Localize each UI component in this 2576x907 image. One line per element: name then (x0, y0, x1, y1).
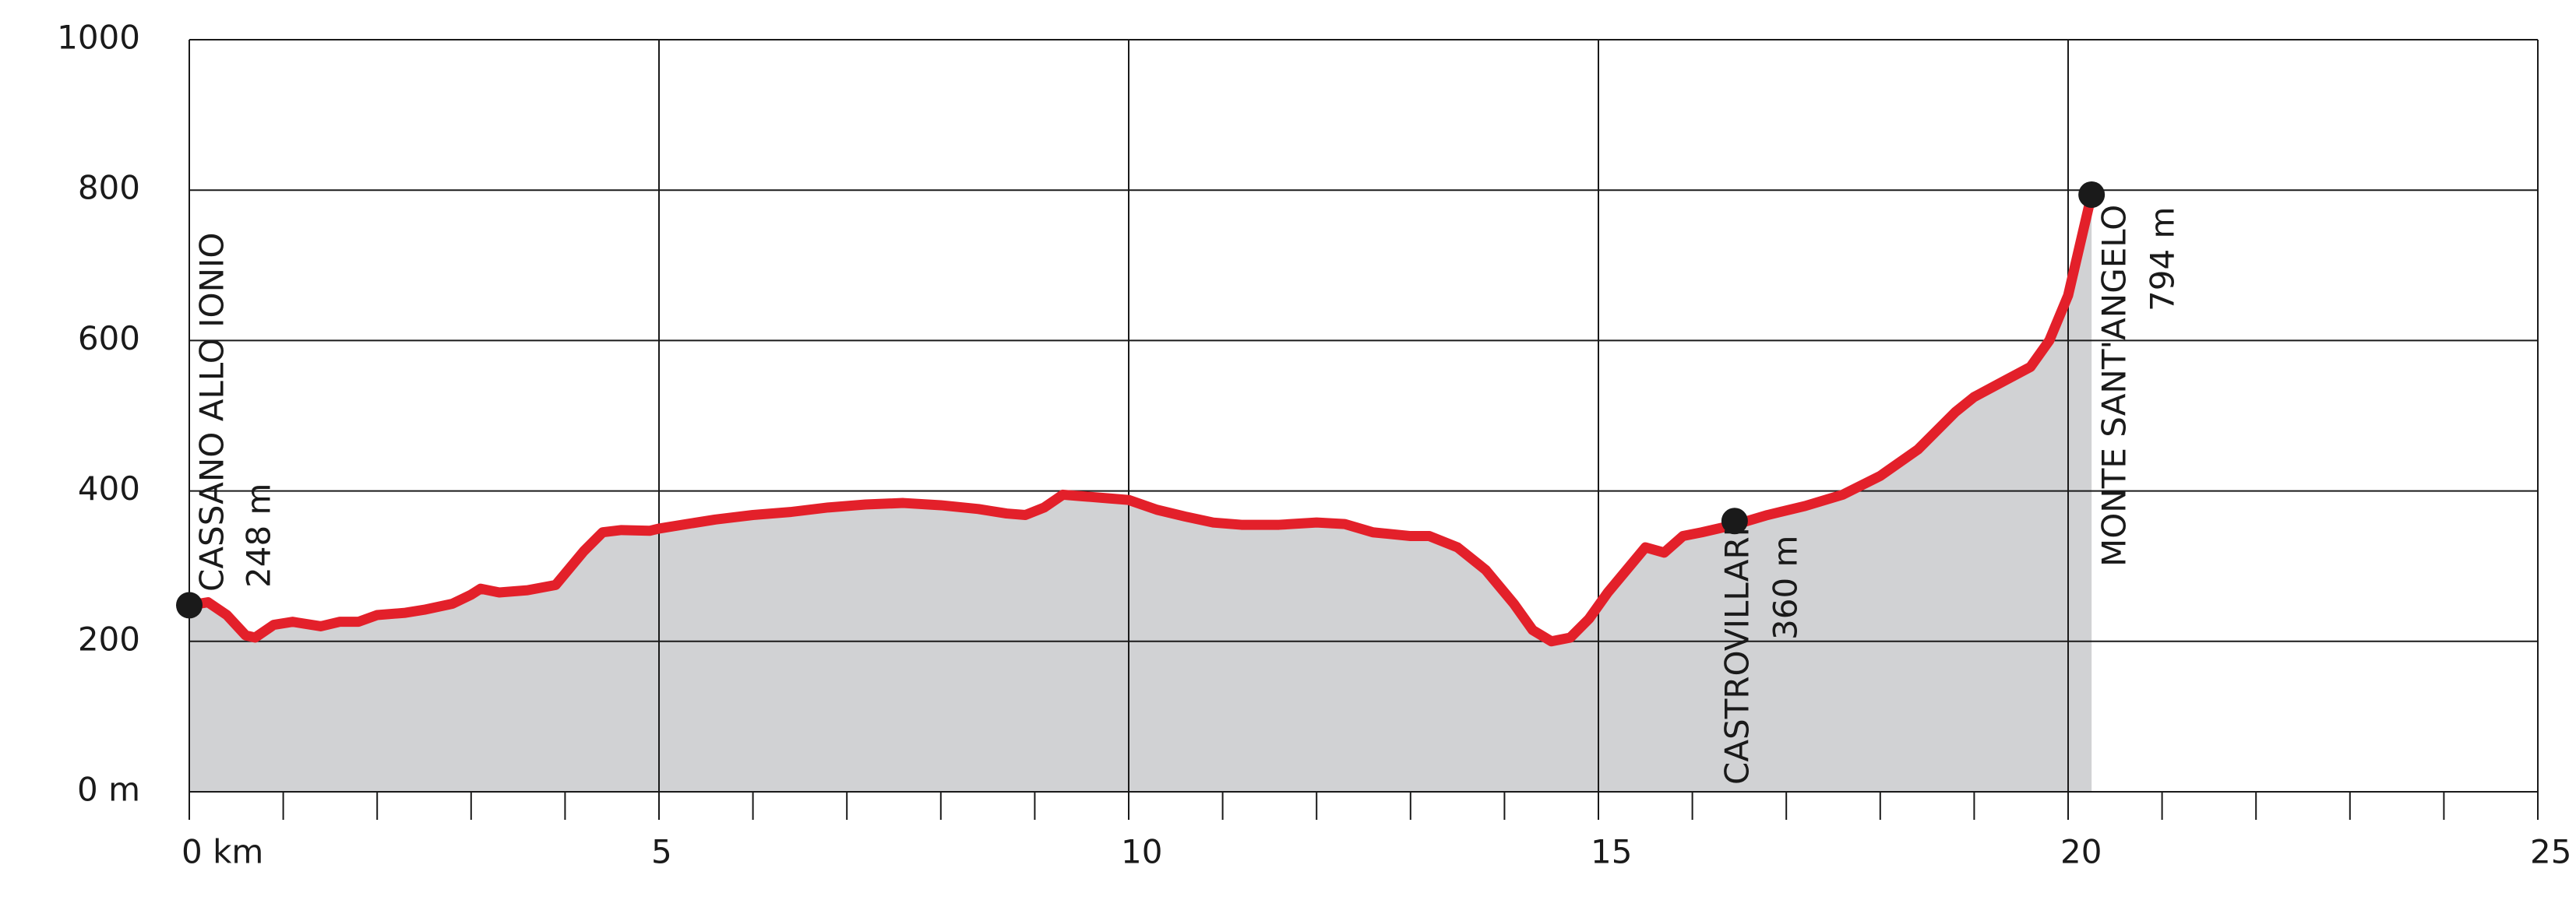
x-tick-label: 10 (1121, 833, 1162, 871)
waypoint-name: MONTE SANT'ANGELO (2095, 205, 2134, 567)
y-tick-label: 400 (78, 469, 140, 508)
waypoint-elevation: 794 m (2144, 207, 2182, 311)
waypoint-elevation: 248 m (240, 483, 278, 588)
waypoint (1721, 508, 1748, 535)
waypoint (2078, 181, 2106, 208)
y-tick-label: 800 (78, 169, 140, 207)
profile-line (184, 189, 2097, 647)
x-tick-label: 15 (1591, 833, 1632, 871)
y-tick-label: 0 m (77, 771, 140, 809)
waypoint-name: CASSANO ALLO IONIO (193, 233, 231, 592)
y-tick-label: 200 (78, 620, 140, 658)
y-tick-label: 600 (78, 319, 140, 357)
area-fill (189, 194, 2092, 793)
waypoint (176, 592, 203, 619)
x-tick-label: 0 km (181, 833, 263, 871)
x-tick-label: 5 (651, 833, 672, 871)
waypoint-elevation: 360 m (1766, 536, 1804, 640)
waypoint-name: CASTROVILLARI (1718, 527, 1756, 785)
x-tick-label: 25 (2530, 833, 2571, 871)
x-tick-label: 20 (2060, 833, 2102, 871)
y-tick-label: 1000 (57, 19, 140, 57)
